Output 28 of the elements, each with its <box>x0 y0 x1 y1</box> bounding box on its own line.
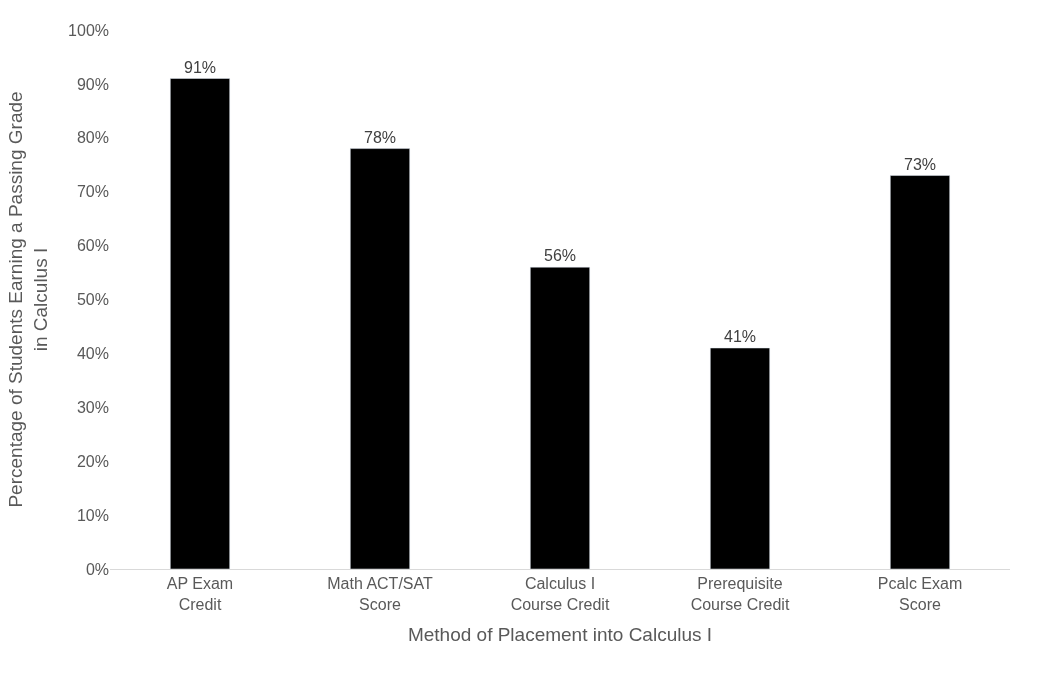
x-tick-label: Math ACT/SAT Score <box>327 575 433 613</box>
x-tick-label: Prerequisite Course Credit <box>690 575 790 613</box>
data-label: 91% <box>183 58 217 76</box>
x-tick-label: Calculus I Course Credit <box>510 575 610 613</box>
data-label: 73% <box>903 155 937 173</box>
bar <box>890 175 950 569</box>
x-tick-label: AP Exam Credit <box>166 575 234 613</box>
y-axis-title: Percentage of Students Earning a Passing Grade in Calculus I <box>5 91 51 508</box>
y-tick-label: 90% <box>76 75 109 93</box>
bar <box>170 78 230 569</box>
y-tick-label: 40% <box>76 345 109 362</box>
bar <box>710 347 770 569</box>
x-axis-title: Method of Placement into Calculus I <box>407 623 713 645</box>
y-tick-label: 10% <box>76 506 109 524</box>
bar <box>530 266 590 569</box>
x-tick-label: Pcalc Exam Score <box>877 575 963 613</box>
y-tick-label: 0% <box>85 560 109 578</box>
y-tick-label: 60% <box>76 237 109 255</box>
data-label: 56% <box>543 247 577 265</box>
data-label: 78% <box>363 128 397 146</box>
y-tick-label: 80% <box>76 129 109 147</box>
y-tick-label: 30% <box>76 398 109 416</box>
bar <box>350 148 410 569</box>
data-label: 41% <box>723 328 757 346</box>
y-tick-label: 100% <box>68 21 109 39</box>
y-tick-label: 50% <box>76 291 109 309</box>
y-tick-label: 20% <box>76 452 109 470</box>
y-tick-label: 70% <box>76 183 109 201</box>
